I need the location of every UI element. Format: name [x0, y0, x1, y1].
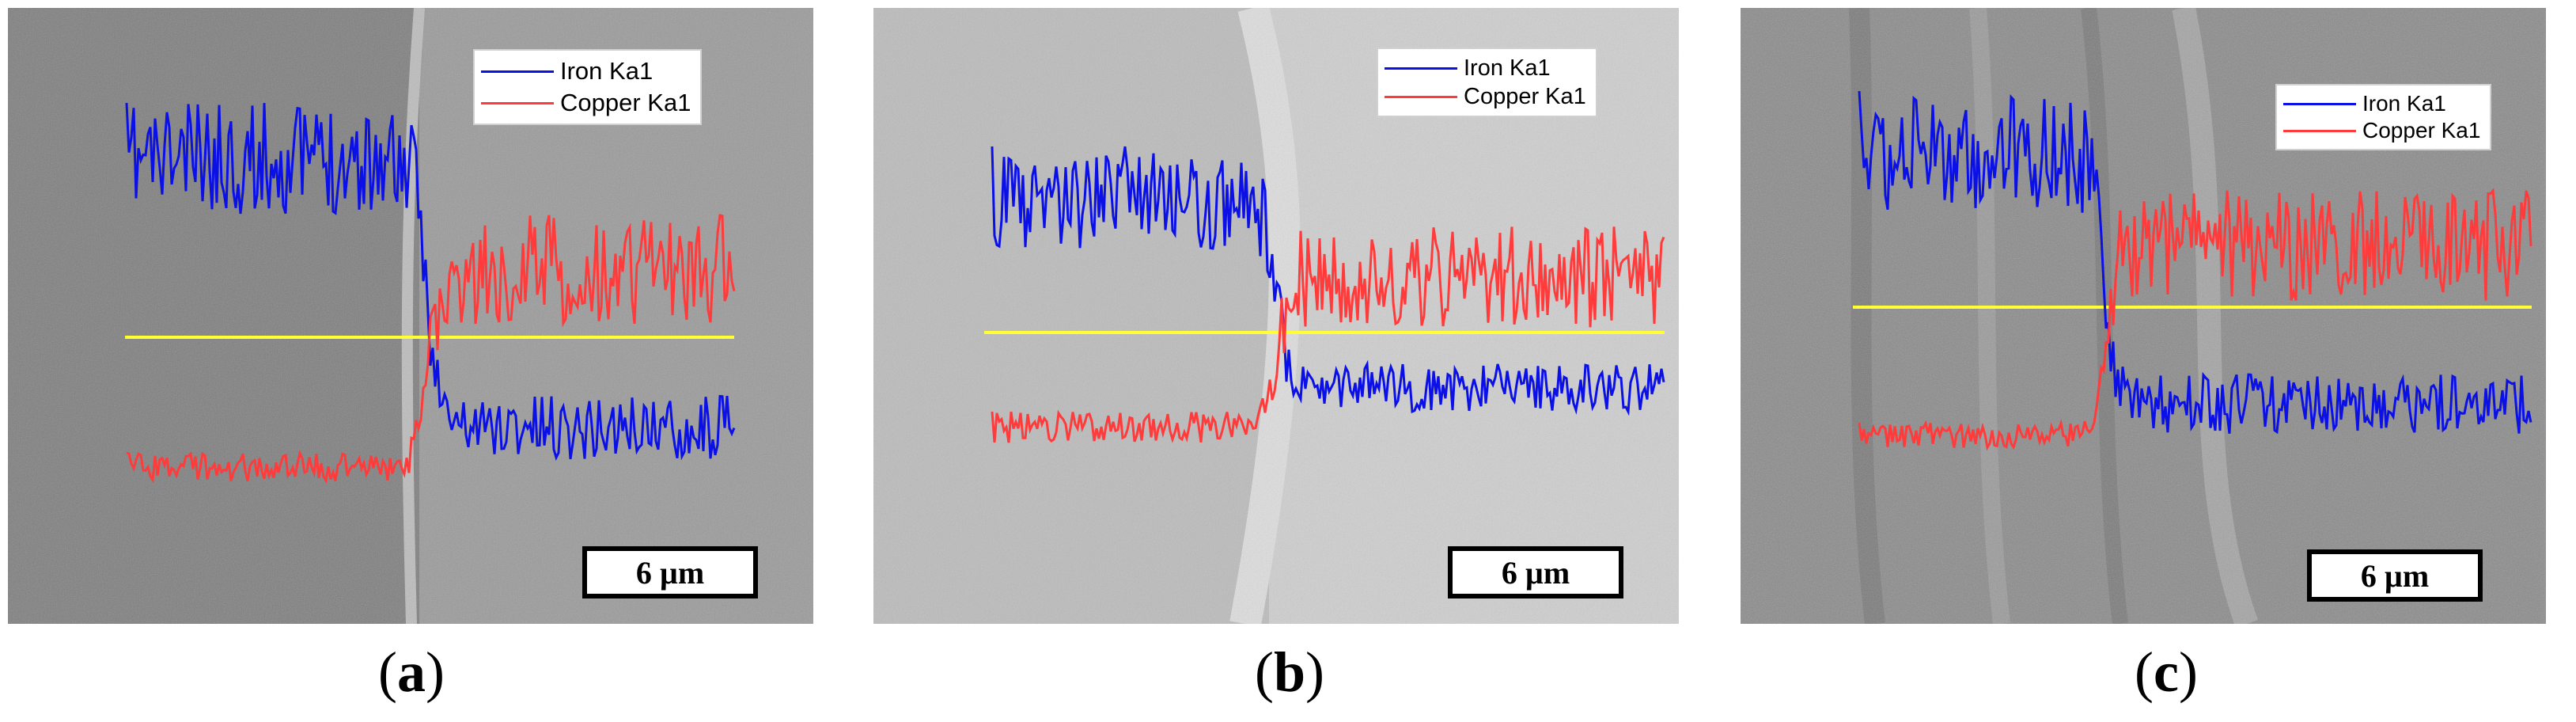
caption-b: (b): [1210, 640, 1369, 705]
legend-item-copper: Copper Ka1: [481, 87, 691, 119]
iron-ka1-profile: [991, 146, 1665, 416]
caption-paren-close: ): [1305, 640, 1324, 704]
legend-label-copper: Copper Ka1: [1464, 84, 1586, 109]
caption-letter: c: [2154, 640, 2179, 704]
iron-ka1-profile: [1858, 91, 2532, 435]
scale-bar: 6 µm: [2307, 549, 2483, 602]
caption-letter: b: [1273, 640, 1306, 704]
legend-label-iron: Iron Ka1: [560, 57, 653, 85]
panel-b: Iron Ka1 Copper Ka1 6 µm: [873, 8, 1679, 624]
legend-label-copper: Copper Ka1: [2362, 118, 2481, 142]
panel-c: Iron Ka1 Copper Ka1 6 µm: [1741, 8, 2546, 624]
caption-paren-open: (: [1254, 640, 1274, 704]
linescan-plot-b: [984, 146, 1665, 443]
copper-ka1-profile: [126, 213, 736, 484]
caption-paren-open: (: [2135, 640, 2154, 704]
caption-a: (a): [332, 640, 491, 705]
iron-ka1-profile: [125, 102, 736, 462]
copper-ka1-profile: [991, 226, 1665, 443]
scale-bar: 6 µm: [582, 546, 758, 598]
legend-item-iron: Iron Ka1: [2283, 90, 2480, 117]
legend-item-iron: Iron Ka1: [481, 55, 691, 87]
linescan-plot-c: [1853, 91, 2532, 451]
caption-paren-close: ): [426, 640, 445, 704]
caption-paren-close: ): [2178, 640, 2198, 704]
legend-item-copper: Copper Ka1: [2283, 117, 2480, 144]
legend-label-iron: Iron Ka1: [1464, 55, 1551, 81]
scale-bar: 6 µm: [1448, 546, 1623, 598]
sem-micrograph-b: [873, 8, 1679, 624]
caption-letter: a: [397, 640, 426, 704]
legend: Iron Ka1 Copper Ka1: [1377, 48, 1597, 117]
caption-paren-open: (: [378, 640, 397, 704]
legend-item-copper: Copper Ka1: [1385, 82, 1586, 111]
legend: Iron Ka1 Copper Ka1: [473, 49, 703, 125]
caption-c: (c): [2087, 640, 2245, 705]
linescan-plot-a: [125, 102, 736, 484]
legend: Iron Ka1 Copper Ka1: [2275, 84, 2492, 150]
scale-bar-label: 6 µm: [1501, 554, 1570, 591]
scale-bar-label: 6 µm: [2360, 557, 2430, 594]
legend-item-iron: Iron Ka1: [1385, 54, 1586, 82]
legend-label-iron: Iron Ka1: [2362, 91, 2446, 116]
legend-label-copper: Copper Ka1: [560, 89, 691, 116]
copper-ka1-profile: [1858, 187, 2532, 451]
scale-bar-label: 6 µm: [635, 554, 705, 591]
sem-micrograph-c: [1741, 8, 2546, 624]
panel-a: Iron Ka1 Copper Ka1 6 µm: [8, 8, 813, 624]
